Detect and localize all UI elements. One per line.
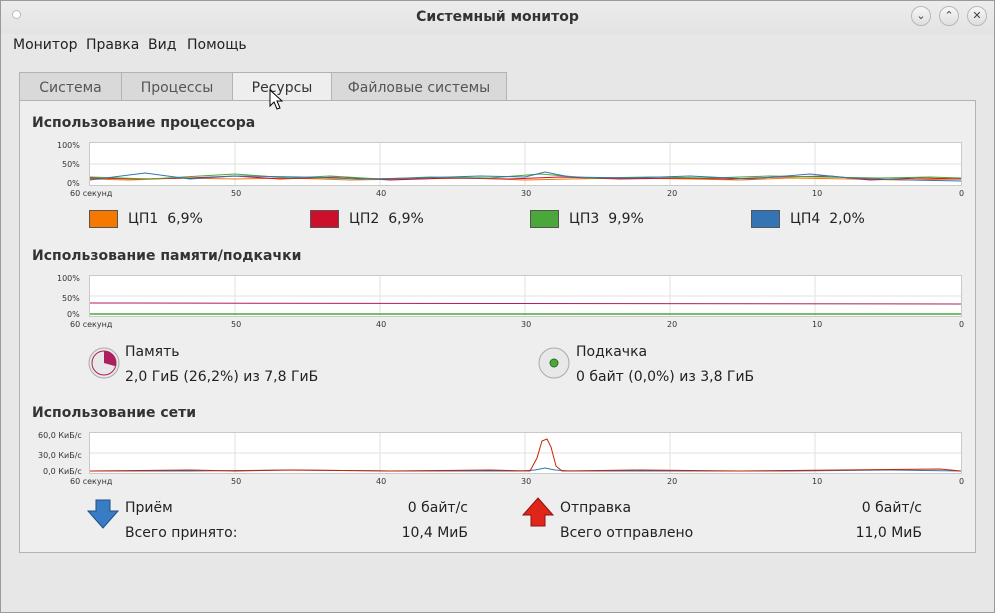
tab-system[interactable]: Система: [19, 72, 122, 100]
net-x-10: 10: [812, 477, 823, 486]
cpu-x-0: 0: [959, 189, 965, 198]
cpu-x-30: 30: [521, 189, 532, 198]
net-x-40: 40: [376, 477, 387, 486]
net-y-30: 30,0 КиБ/с: [38, 451, 82, 460]
mem-x-10: 10: [812, 320, 823, 329]
cpu4-line: [90, 171, 961, 182]
cpu1-color-swatch[interactable]: [89, 210, 118, 228]
sent-total-label: Всего отправлено: [560, 525, 694, 541]
memory-label: Память: [125, 344, 180, 360]
cpu2-legend: ЦП2 6,9%: [349, 211, 424, 227]
sent-rate: 0 байт/с: [861, 500, 922, 516]
chevron-down-icon: ⌄: [916, 9, 926, 22]
chevron-up-icon: ⌃: [944, 9, 954, 22]
upload-arrow-icon[interactable]: [522, 497, 554, 527]
close-icon: ✕: [972, 9, 982, 22]
swap-value: 0 байт (0,0%) из 3,8 ГиБ: [576, 369, 755, 385]
tab-processes[interactable]: Процессы: [121, 72, 233, 100]
cpu3-color-swatch[interactable]: [530, 210, 559, 228]
sent-label: Отправка: [560, 500, 632, 516]
cpu3-line: [90, 173, 961, 180]
memory-graph: [89, 275, 962, 317]
cpu-x-40: 40: [376, 189, 387, 198]
cpu-graph-svg: [90, 143, 961, 185]
mem-y-0: 0%: [67, 310, 80, 319]
cpu-x-20: 20: [667, 189, 678, 198]
menu-help[interactable]: Помощь: [187, 37, 247, 53]
cpu1-line: [90, 177, 961, 181]
sent-line: [90, 438, 961, 472]
window-title: Системный монитор: [416, 9, 579, 25]
net-x-20: 20: [667, 477, 678, 486]
net-x-50: 50: [231, 477, 242, 486]
resources-panel: Использование процессора 100% 50% 0%: [19, 100, 976, 553]
cpu4-color-swatch[interactable]: [751, 210, 780, 228]
cpu-y-0: 0%: [67, 179, 80, 188]
cpu1-legend: ЦП1 6,9%: [128, 211, 203, 227]
memory-graph-svg: [90, 276, 961, 316]
received-rate: 0 байт/с: [407, 500, 468, 516]
swap-label: Подкачка: [576, 344, 648, 360]
memory-section-title: Использование памяти/подкачки: [32, 248, 302, 264]
net-x-0: 0: [959, 477, 965, 486]
received-label: Приём: [125, 500, 173, 516]
mem-x-30: 30: [521, 320, 532, 329]
memory-value: 2,0 ГиБ (26,2%) из 7,8 ГиБ: [125, 369, 319, 385]
net-y-60: 60,0 КиБ/с: [38, 431, 82, 440]
cpu-y-50: 50%: [62, 160, 80, 169]
cpu-y-100: 100%: [57, 141, 80, 150]
cpu-graph: [89, 142, 962, 186]
titlebar: Системный монитор ⌄ ⌃ ✕: [1, 1, 994, 34]
tab-filesystems[interactable]: Файловые системы: [331, 72, 507, 100]
mem-x-60: 60 секунд: [70, 320, 113, 329]
network-section-title: Использование сети: [32, 405, 197, 421]
mem-x-50: 50: [231, 320, 242, 329]
cpu-x-50: 50: [231, 189, 242, 198]
received-total-label: Всего принято:: [125, 525, 238, 541]
resource-notebook: Система Процессы Ресурсы Файловые систем…: [19, 72, 976, 553]
mem-x-0: 0: [959, 320, 965, 329]
maximize-button[interactable]: ⌃: [939, 6, 959, 26]
received-total: 10,4 МиБ: [401, 525, 468, 541]
net-x-30: 30: [521, 477, 532, 486]
menu-monitor[interactable]: Монитор: [13, 37, 78, 53]
menu-edit[interactable]: Правка: [86, 37, 140, 53]
network-graph: [89, 432, 962, 474]
window-menu-dot[interactable]: [12, 10, 21, 19]
cpu-x-60: 60 секунд: [70, 189, 113, 198]
cpu-x-10: 10: [812, 189, 823, 198]
download-arrow-icon[interactable]: [87, 499, 119, 529]
close-button[interactable]: ✕: [967, 6, 987, 26]
mem-y-50: 50%: [62, 294, 80, 303]
sent-total: 11,0 МиБ: [855, 525, 922, 541]
cpu4-legend: ЦП4 2,0%: [790, 211, 865, 227]
minimize-button[interactable]: ⌄: [911, 6, 931, 26]
menubar: Монитор Правка Вид Помощь: [1, 34, 994, 58]
mouse-pointer-icon: [269, 89, 283, 111]
net-x-60: 60 секунд: [70, 477, 113, 486]
mem-x-20: 20: [667, 320, 678, 329]
cpu3-legend: ЦП3 9,9%: [569, 211, 644, 227]
menu-view[interactable]: Вид: [148, 37, 177, 53]
net-y-0: 0,0 КиБ/с: [43, 467, 82, 476]
swap-pie-icon[interactable]: [537, 346, 571, 380]
mem-y-100: 100%: [57, 274, 80, 283]
cpu-section-title: Использование процессора: [32, 115, 256, 131]
memory-pie-icon[interactable]: [87, 346, 121, 380]
memory-line: [90, 302, 961, 305]
network-graph-svg: [90, 433, 961, 473]
mem-x-40: 40: [376, 320, 387, 329]
cpu2-color-swatch[interactable]: [310, 210, 339, 228]
